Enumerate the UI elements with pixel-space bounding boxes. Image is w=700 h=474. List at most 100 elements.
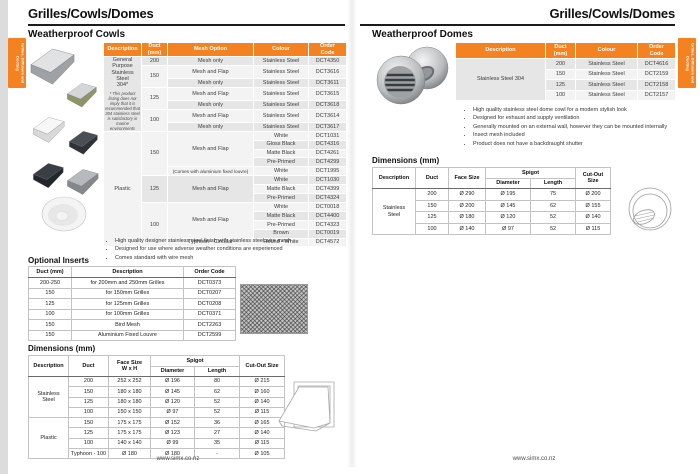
table-cell: Ø 97 [485, 222, 531, 235]
table-cell: 200-250 [28, 277, 72, 289]
table-cell: Mesh and Flap [167, 175, 254, 203]
table-row: 200-250 for 200mm and 250mm Grilles DCT037… [28, 277, 236, 289]
table-cell: Ø 105 [239, 448, 286, 460]
table-header-cell: Order Code [183, 266, 236, 278]
table-header-cell: Duct (mm) [141, 42, 168, 57]
table-header-cell: Duct (mm) [545, 42, 576, 59]
table-cell: 100 [141, 201, 168, 248]
table-cell: Ø 200 [448, 199, 486, 212]
table-cell: Stainless Steel [575, 58, 638, 70]
table-header-cell: Cut-Out Size [575, 167, 612, 189]
table-cell: DCT4616 [637, 58, 676, 70]
table-row: 150 Bird Mesh DCT2263 [28, 319, 236, 331]
table-row: 150 for 150mm Grilles DCT0207 [28, 287, 236, 299]
table-row: Typhoon - 100 Ø 180 Ø 180- Ø 105 [29, 448, 286, 460]
table-row: (Comes with aluminium fixed louvre) White… [104, 166, 347, 177]
table-cell: Mesh only [167, 77, 254, 88]
table-cell: Mesh and Flap [167, 130, 254, 168]
table-cell: DCT2158 [637, 79, 676, 91]
table-cell: Mesh and Flap [167, 201, 254, 239]
table-cell: 125 [28, 298, 72, 310]
table-header-cell: Description [103, 42, 142, 57]
table-row: Plastic 150 Mesh and Flap White DCT1031 [103, 130, 347, 248]
table-cell: Stainless Steel [253, 77, 309, 88]
photo-matte-black-cowl [69, 131, 98, 155]
table-cell: 100 [141, 108, 168, 132]
table-row: 150 Aluminium Fixed Louvre DCT2599 [28, 329, 236, 341]
dome-product-photo [376, 46, 449, 105]
table-cell: Ø 145 [150, 386, 195, 398]
table-cell: Stainless Steel [372, 188, 416, 235]
table-header-cell: Order Code [308, 42, 347, 57]
table-cell: White [253, 130, 309, 141]
title-rule-right [360, 24, 675, 26]
table-cell: DCT0019 [308, 228, 347, 239]
table-cell: (Comes with aluminium fixed louvre) [167, 166, 254, 177]
table-cell: for 100mm Grilles [71, 308, 184, 320]
table-cell: 200 [415, 188, 449, 201]
table-cell: 125 [141, 175, 168, 203]
bullet-item: Generally mounted on an external wall, h… [473, 124, 687, 131]
mesh-insert-photo [240, 284, 308, 334]
table-row: Matte Black DCT4399 [104, 184, 347, 195]
table-cell: 52 [529, 222, 577, 235]
optional-inserts-heading: Optional Inserts [28, 256, 89, 265]
table-cell: Stainless Steel [575, 79, 638, 91]
table-cell: 200 [545, 58, 576, 70]
table-cell: 52 [193, 396, 241, 408]
table-header-cell: Description [28, 355, 69, 377]
table-cell: 125 [141, 86, 168, 110]
table-cell: 100 [545, 89, 576, 101]
table-cell: 150 [415, 199, 449, 212]
table-cell: DCT1030 [308, 175, 347, 186]
table-cell: for 150mm Grilles [71, 287, 184, 299]
table-cell: for 125mm Grilles [71, 298, 184, 310]
table-cell: DCT3617 [308, 121, 347, 132]
table-cell: for 200mm and 250mm Grilles [71, 277, 184, 289]
table-row: Plastic 150 175 x 175 Ø 152 36 Ø 165 [28, 417, 286, 460]
table-row: 100 Mesh and Flap White DCT0018 [104, 201, 347, 248]
table-header-cell: Diameter [485, 177, 531, 189]
table-cell: 100 [68, 406, 109, 419]
table-cell: Mesh only [167, 121, 254, 132]
table-row: 100 Mesh and Flap Stainless Steel DCT3614 [104, 108, 347, 132]
table-cell: 125 [545, 79, 576, 91]
table-row: General Purpose Stainless Steel 304* * Th… [103, 56, 347, 132]
table-cell: DCT4261 [308, 148, 347, 159]
table-cell: 35 [193, 437, 241, 450]
table-cell: Ø 196 [150, 375, 195, 388]
table-cell: 150 [28, 329, 72, 341]
table-row: Mesh only Stainless Steel DCT3618 [104, 99, 347, 110]
table-header-cell: Face Size W x H [108, 355, 151, 377]
table-header-cell: Face Size [448, 167, 486, 189]
dome-line-drawing [628, 187, 672, 231]
table-cell: Ø 140 [575, 211, 612, 224]
bullet-item: High quality designer stainless steel fi… [115, 238, 355, 245]
table-cell: 175 x 175 [108, 417, 151, 429]
dimensions-heading-right: Dimensions (mm) [372, 156, 440, 165]
table-row: 100 Ø 140 Ø 97 52 Ø 115 [373, 222, 612, 235]
table-cell: Matte Black [253, 148, 309, 159]
table-cell: DCT3615 [308, 86, 347, 101]
table-cell: DCT4299 [308, 157, 347, 168]
table-cell: Stainless Steel [28, 375, 69, 419]
table-row: 150 Ø 200 Ø 145 62 Ø 155 [373, 199, 612, 212]
table-cell: DCT2157 [637, 89, 676, 101]
table-cell: Matte Black [253, 184, 309, 195]
table-cell: DCT3611 [308, 77, 347, 88]
table-row: 150 Mesh and Flap Stainless Steel DCT3616 [104, 64, 347, 88]
table-cell: DCT0207 [183, 287, 236, 299]
table-cell: Mesh and Flap [167, 64, 254, 79]
table-cell: Ø 180 [448, 211, 486, 224]
table-cell: Stainless Steel [253, 56, 309, 66]
table-cell: 140 x 140 [108, 437, 151, 450]
table-cell: DCT3616 [308, 64, 347, 79]
footer-url-left: www.simx.co.nz [156, 456, 200, 462]
table-header-cell: Description [372, 167, 416, 189]
table-cell: DCT4399 [308, 184, 347, 195]
table-cell: Ø 145 [485, 199, 531, 212]
table-cell: DCT4400 [308, 210, 347, 221]
table-cell: Ø 155 [575, 199, 612, 212]
table-row: 125 Mesh and Flap Stainless Steel DCT3615 [104, 86, 347, 110]
table-cell: 150 [141, 64, 168, 88]
